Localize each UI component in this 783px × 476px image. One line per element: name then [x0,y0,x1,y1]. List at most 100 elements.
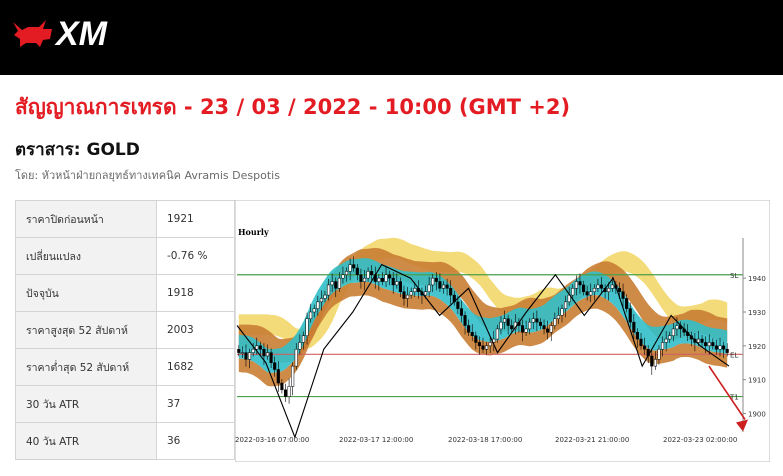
candle-body [294,348,298,367]
candle-body [280,382,284,391]
cloud-band-orange-lower [238,281,728,387]
candle-body [445,284,449,289]
candle-body [542,325,546,330]
candle-body [610,284,614,289]
candle-body [506,318,510,326]
candle-body [283,389,288,397]
candle-body [607,288,611,292]
candle-body [423,291,428,296]
candle-body [585,291,589,296]
candle-body [661,342,665,350]
candle-body [380,277,384,282]
arrow-head-icon [736,419,748,432]
author-byline: โดย: หัวหน้าฝ่ายกลยุทธ์ทางเทคนิค Avramis… [15,169,280,182]
price-chart: Hourly SL EL T1 1900 1910 1920 1930 1940 2022-03-… [235,200,770,462]
candle-body [671,328,675,336]
candle-body [510,325,514,330]
candle-body [725,348,729,353]
stats-row: 30 วัน ATR 37 [15,385,235,423]
candle-body [298,342,302,350]
candle-body [269,352,273,364]
stat-label: เปลี่ยนแปลง [15,237,157,275]
candle-body [391,277,395,286]
stats-row: ราคาต่ำสุด 52 สัปดาห์ 1682 [15,348,235,386]
candle-body [520,325,525,333]
candle-body [255,345,259,350]
candle-body [632,321,636,333]
candle-body [560,308,564,316]
stat-value: 2003 [156,311,235,349]
candle-body [337,277,341,289]
stat-label: ปัจจุบัน [15,274,157,312]
zigzag-line [236,263,730,439]
candle-body [556,315,560,320]
stats-row: ปัจจุบัน 1918 [15,274,235,312]
candle-body [675,325,679,330]
x-tick-label: 2022-03-23 02:00:00 [663,436,737,444]
stat-label: ราคาปิดก่อนหน้า [15,200,157,238]
candle-body [362,277,367,282]
candle-body [528,321,532,330]
y-tick-label: 1900 [748,411,766,419]
candle-body [244,352,248,360]
candle-body [344,271,349,276]
brand-text: XM [54,15,108,50]
candle-body [273,362,277,370]
y-tick-label: 1910 [748,377,766,385]
candle-body [643,345,647,350]
stats-row: ราคาปิดก่อนหน้า 1921 [15,200,235,238]
candle-body [463,315,467,326]
xm-logo[interactable]: XM [12,14,130,50]
candle-body [704,342,708,347]
candle-body [323,294,327,299]
x-tick-label: 2022-03-18 17:00:00 [448,436,522,444]
stat-label: ราคาต่ำสุด 52 สัปดาห์ [15,348,157,386]
level-label: SL [730,272,738,280]
site-header: XM [0,0,783,75]
candle-body [564,301,568,309]
x-tick-label: 2022-03-21 21:00:00 [555,436,629,444]
candle-body [402,291,406,299]
candle-body [714,345,718,350]
candle-body [388,274,392,279]
candle-body [265,352,270,357]
candle-body [287,386,291,397]
candle-body [599,284,604,289]
candle-body [657,348,661,360]
candle-body [474,335,478,343]
candle-body [696,338,701,343]
candle-body [664,338,668,343]
candle-body [553,318,557,326]
candle-body [237,348,241,353]
y-tick-label: 1920 [748,343,766,351]
stats-table: ราคาปิดก่อนหน้า 1921 เปลี่ยนแปลง -0.76 % ปัจ… [15,200,235,460]
candle-body [582,284,586,292]
candle-body [456,301,460,309]
instrument-heading: ตราสาร: GOLD [15,140,140,160]
candle-body [488,342,492,347]
candle-body [251,348,255,353]
candle-body [650,355,654,367]
candle-body [639,338,643,347]
candle-body [248,352,252,360]
stat-value: -0.76 % [156,237,235,275]
stats-row: เปลี่ยนแปลง -0.76 % [15,237,235,275]
candle-body [438,281,442,289]
candle-body [240,352,244,354]
candle-body [427,284,431,292]
candle-body [309,311,313,320]
candle-body [477,342,481,347]
candle-body [377,277,381,282]
candle-body [574,281,578,289]
candle-body [485,345,489,350]
candle-body [718,345,722,350]
candle-body [352,264,356,269]
candle-body [312,308,316,313]
candle-body [535,318,539,323]
candle-body [481,345,485,350]
candle-body [571,288,575,296]
candle-body [355,267,359,276]
bull-icon [13,20,52,47]
candle-body [413,288,417,292]
candle-body [319,298,323,303]
